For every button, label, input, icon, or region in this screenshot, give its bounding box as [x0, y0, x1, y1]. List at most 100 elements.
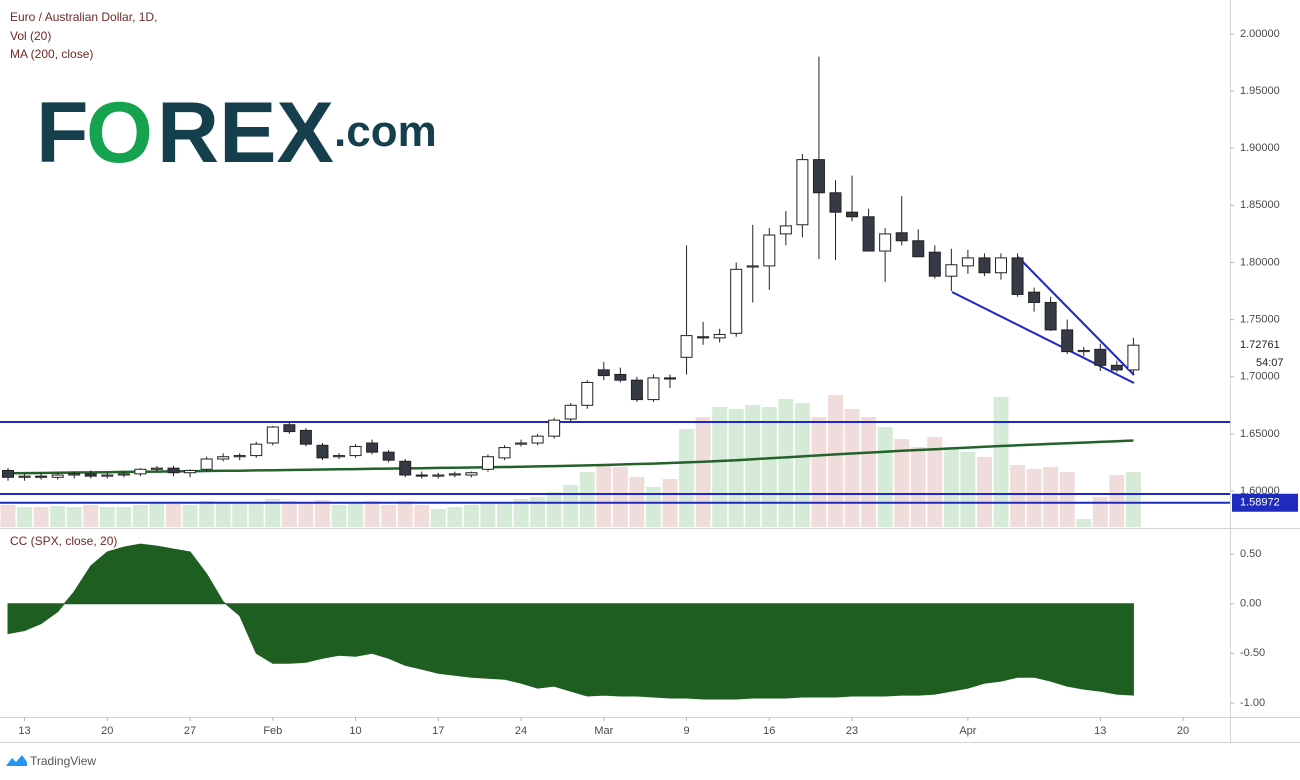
candle-body — [829, 192, 842, 213]
volume-bar — [182, 505, 198, 527]
candle-body — [548, 419, 561, 437]
volume-bar — [943, 447, 959, 527]
volume-bar — [695, 417, 711, 527]
candle-body — [184, 469, 197, 474]
last-price-label: 1.72761 — [1240, 339, 1280, 351]
legend-entry: Vol (20) — [10, 29, 51, 43]
volume-bar — [381, 505, 397, 527]
volume-bar — [1109, 475, 1125, 527]
volume-bar — [1092, 497, 1108, 527]
volume-bar — [132, 505, 148, 527]
candle-body — [730, 268, 743, 334]
candle-body — [812, 159, 825, 194]
y-tick-label: 1.90000 — [1240, 142, 1280, 154]
candle-body — [1077, 349, 1090, 353]
volume-bar — [265, 499, 281, 527]
volume-bar — [298, 502, 314, 527]
candle-body — [564, 404, 577, 420]
logo: F O REX .com — [36, 85, 437, 181]
y-tick-label: 1.65000 — [1240, 428, 1280, 440]
volume-bar — [430, 509, 446, 527]
logo-text: F — [36, 85, 89, 181]
candle-body — [515, 442, 528, 445]
cc-layer — [7, 543, 1134, 700]
candle-body — [448, 473, 461, 476]
logo-text: REX — [157, 85, 334, 181]
volume-bar — [116, 507, 132, 527]
candle-body — [945, 264, 958, 277]
candle-body — [961, 257, 974, 267]
volume-bar — [1076, 519, 1092, 527]
volume-bar — [17, 507, 33, 527]
x-tick-label: 23 — [846, 725, 858, 737]
volume-bar — [1026, 469, 1042, 527]
wedge-line — [951, 291, 1135, 384]
x-tick-label: 10 — [349, 725, 361, 737]
candle-body — [233, 455, 246, 458]
x-tick-label: 16 — [763, 725, 775, 737]
volume-bar — [397, 501, 413, 527]
candle-body — [1094, 348, 1107, 366]
candle-body — [763, 234, 776, 267]
axes-layer: 1.600001.650001.700001.750001.800001.850… — [18, 28, 1298, 737]
x-tick-label: Mar — [594, 725, 613, 737]
candle-layer — [0, 56, 1230, 504]
volume-bar — [530, 497, 546, 527]
volume-bar — [910, 447, 926, 527]
candle-body — [399, 460, 412, 476]
candle-body — [217, 456, 230, 460]
candle-body — [51, 474, 64, 478]
y-tick-label: -1.00 — [1240, 697, 1265, 709]
candle-body — [995, 257, 1007, 274]
volume-bar — [199, 501, 215, 527]
volume-bar — [728, 409, 744, 527]
candle-body — [796, 159, 809, 226]
candle-body — [465, 472, 478, 476]
candle-body — [283, 424, 296, 433]
candle-body — [895, 232, 908, 242]
candle-body — [68, 473, 81, 476]
candle-body — [928, 251, 941, 277]
volume-bar — [811, 417, 827, 527]
candle-body — [84, 473, 97, 477]
volume-bar — [563, 485, 579, 527]
volume-bar — [314, 500, 330, 527]
candle-body — [697, 336, 710, 339]
volume-bar — [1010, 465, 1026, 527]
candle-body — [299, 429, 312, 445]
volume-bar — [828, 395, 843, 527]
volume-bar — [794, 403, 810, 527]
volume-bar — [844, 409, 860, 527]
candle-body — [498, 447, 511, 459]
candle-body — [415, 474, 428, 477]
candle-body — [2, 469, 14, 478]
y-tick-label: -0.50 — [1240, 647, 1265, 659]
candle-body — [150, 467, 163, 470]
volume-bar — [861, 417, 877, 527]
volume-bar — [414, 505, 430, 527]
panel-title: CC (SPX, close, 20) — [10, 534, 117, 548]
x-tick-label: 24 — [515, 725, 527, 737]
candle-body — [581, 381, 594, 406]
volume-bar — [66, 507, 82, 527]
volume-bar — [33, 507, 49, 527]
volume-bar — [778, 399, 794, 527]
candle-body — [316, 444, 329, 459]
logo-text: .com — [334, 107, 437, 156]
candle-body — [664, 377, 676, 380]
x-tick-label: 17 — [432, 725, 444, 737]
candle-body — [647, 377, 660, 401]
y-tick-label: 0.50 — [1240, 548, 1261, 560]
footer-logo: TradingView — [6, 754, 96, 768]
y-tick-label: 1.75000 — [1240, 314, 1280, 326]
candle-body — [746, 265, 759, 268]
volume-bar — [480, 502, 496, 527]
volume-bar — [166, 504, 181, 527]
candle-body — [531, 435, 544, 444]
candle-body — [134, 468, 147, 475]
volume-bar — [579, 472, 595, 527]
volume-bar — [1043, 467, 1059, 527]
cc-area — [7, 543, 1134, 700]
volume-bar — [232, 503, 248, 527]
